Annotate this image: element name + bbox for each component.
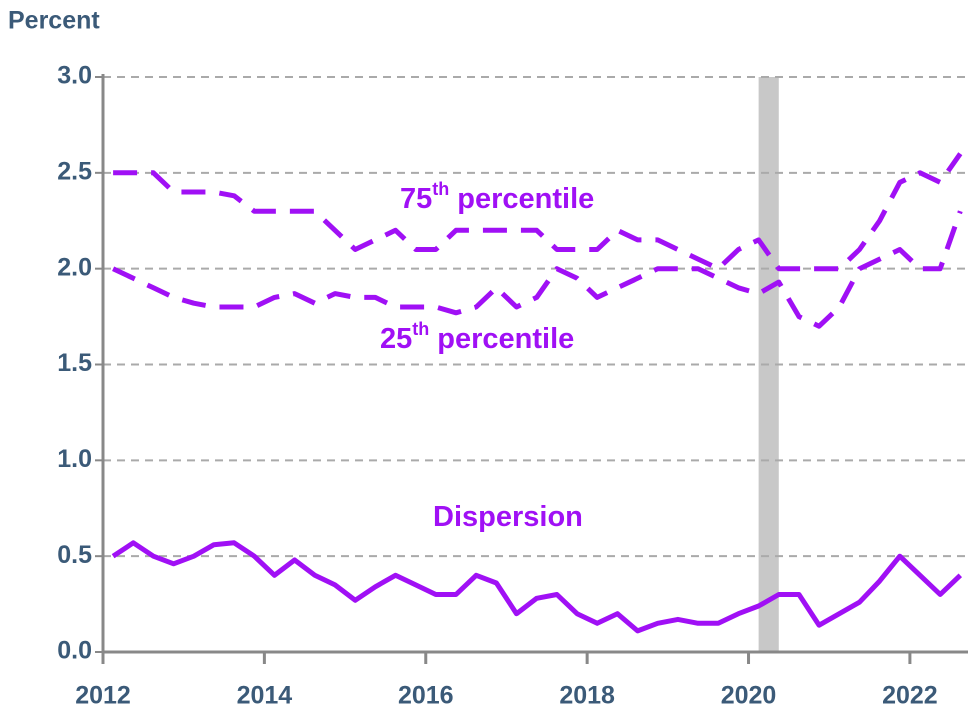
y-tick-label: 1.5	[57, 349, 92, 377]
series-annotation: 25th percentile	[380, 319, 574, 355]
x-tick-label: 2014	[237, 682, 293, 710]
x-tick-label: 2016	[398, 682, 454, 710]
y-tick-label: 2.0	[57, 253, 92, 281]
y-tick-label: 2.5	[57, 157, 92, 185]
annotation-superscript: th	[432, 179, 449, 199]
annotation-suffix: percentile	[437, 323, 574, 355]
x-tick-label: 2022	[882, 682, 938, 710]
annotation-superscript: th	[412, 319, 429, 339]
x-tick-label: 2020	[721, 682, 777, 710]
x-tick-label: 2012	[75, 682, 131, 710]
series-annotation: Dispersion	[433, 501, 583, 533]
line-series	[113, 152, 963, 272]
y-tick-label: 3.0	[57, 62, 92, 90]
y-tick-label: 0.0	[57, 637, 92, 665]
annotation-text: 75	[400, 183, 432, 215]
y-axis-label: Percent	[8, 7, 100, 35]
annotation-text: Dispersion	[433, 501, 583, 533]
x-tick-label: 2018	[559, 682, 615, 710]
line-series	[111, 540, 963, 634]
annotation-suffix: percentile	[457, 183, 594, 215]
series-annotation: 75th percentile	[400, 179, 594, 215]
annotation-text: 25	[380, 323, 412, 355]
line-series	[112, 210, 963, 329]
y-tick-label: 0.5	[57, 541, 92, 569]
y-tick-label: 1.0	[57, 445, 92, 473]
